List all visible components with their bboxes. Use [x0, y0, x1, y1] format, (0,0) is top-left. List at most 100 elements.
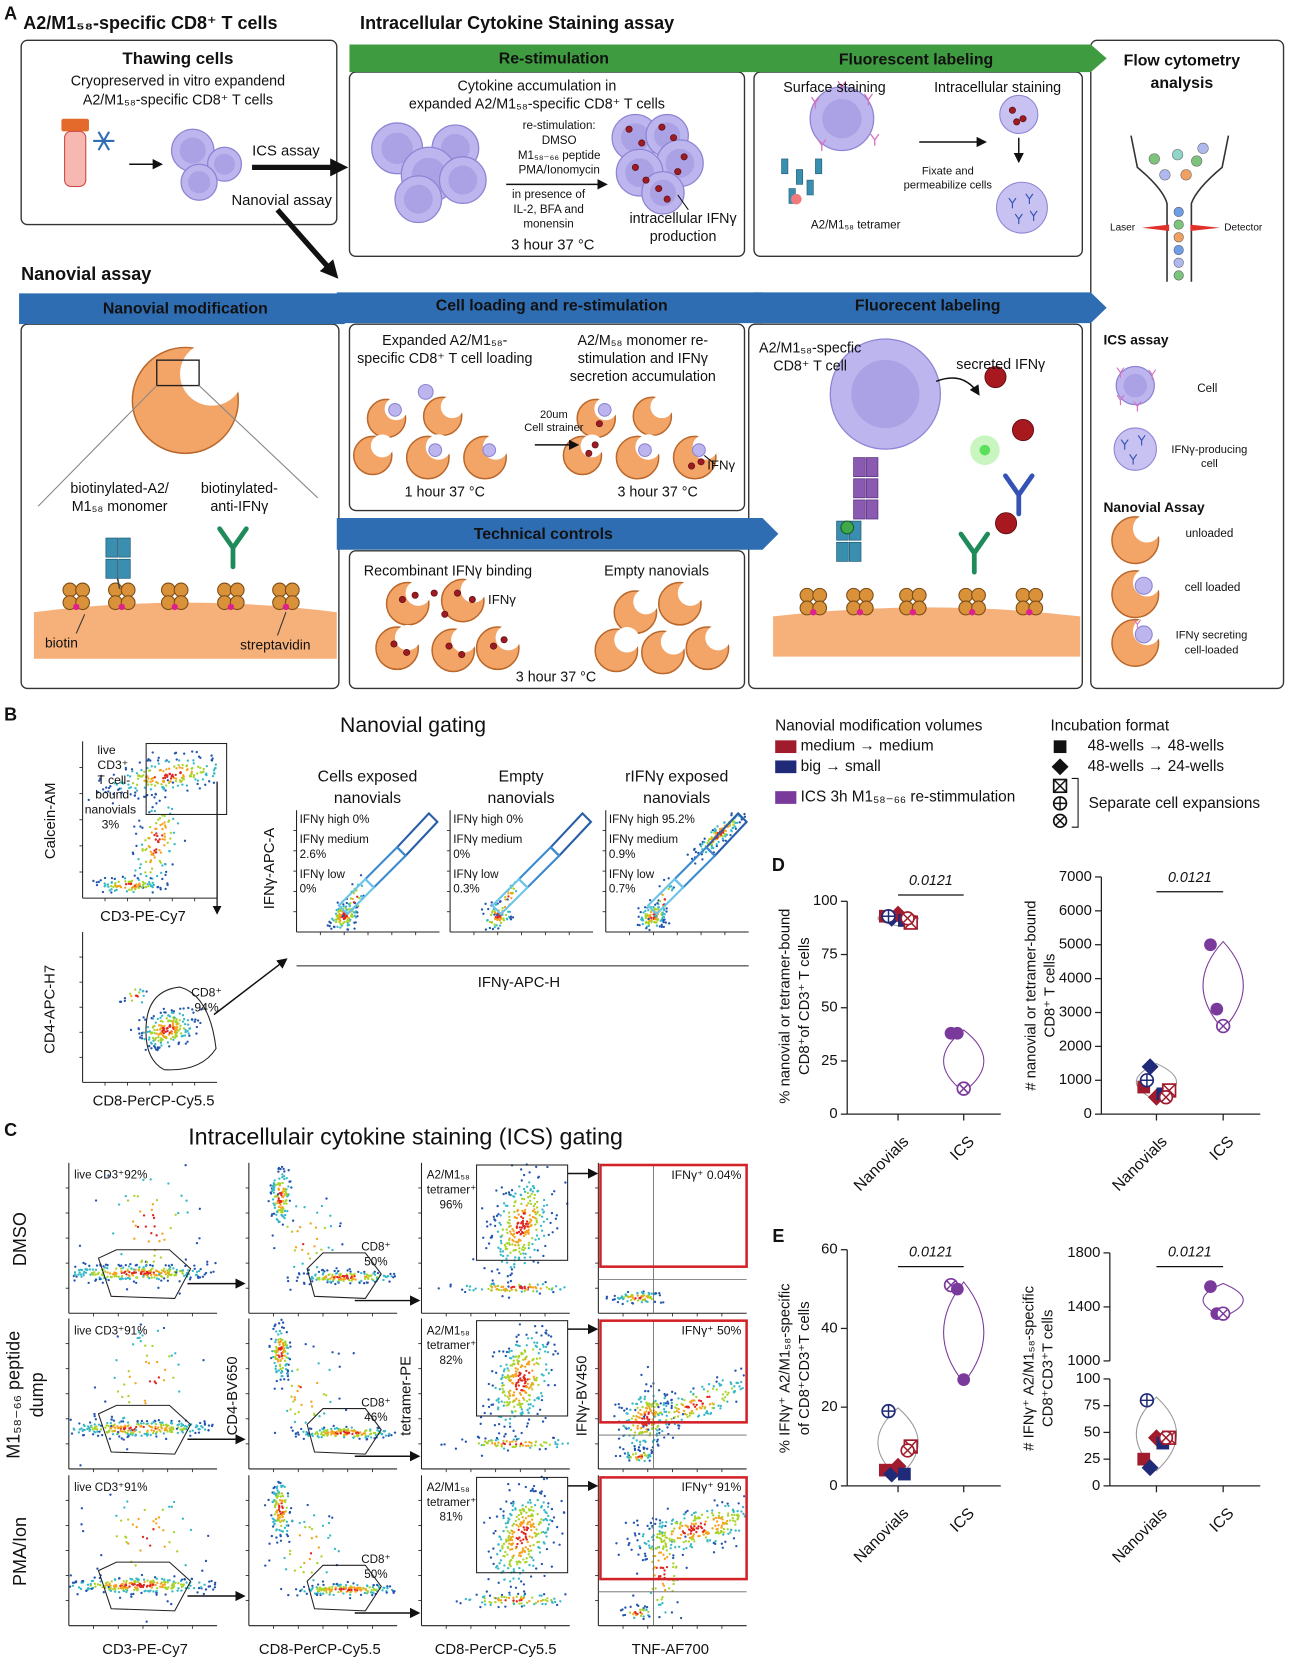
event-dot [196, 1591, 199, 1594]
event-dot [274, 1357, 277, 1361]
event-dot [279, 1371, 283, 1375]
gate [306, 1252, 382, 1299]
event-dot [307, 1432, 310, 1435]
label: 1 hour 37 °C [405, 484, 485, 500]
event-dot [666, 1400, 669, 1403]
event-dot [308, 1257, 312, 1260]
event-dot [328, 1368, 331, 1372]
event-dot [129, 1431, 133, 1435]
event-dot [211, 1423, 214, 1426]
event-dot [288, 1199, 292, 1202]
event-dot [331, 917, 334, 920]
ifng-dot [1019, 115, 1027, 123]
event-dot [166, 779, 170, 782]
event-dot [329, 1214, 332, 1217]
event-dot [506, 1367, 509, 1370]
event-dot [681, 1403, 685, 1407]
event-dot [639, 910, 642, 914]
event-dot [547, 1334, 550, 1337]
gate [97, 1561, 192, 1612]
event-dot [168, 1031, 171, 1035]
event-dot [535, 1331, 538, 1334]
event-dot [302, 1242, 305, 1246]
event-dot [176, 1550, 179, 1553]
event-dot [526, 1288, 529, 1291]
event-dot [354, 1430, 357, 1433]
event-dot [152, 1429, 156, 1433]
event-dot [526, 1422, 529, 1425]
event-dot [185, 765, 188, 768]
event-dot [263, 1504, 267, 1507]
event-dot [270, 1337, 273, 1341]
event-dot [514, 1519, 518, 1523]
event-dot [184, 1564, 187, 1567]
event-dot [492, 1283, 496, 1286]
cell-icon [1173, 232, 1184, 243]
event-dot [693, 847, 696, 851]
event-dot [561, 1442, 564, 1445]
label: Fluorescent labeling [839, 52, 993, 69]
event-dot [128, 1427, 131, 1430]
event-dot [375, 1583, 379, 1587]
event-dot [286, 1409, 289, 1413]
label: 3 hour 37 °C [516, 670, 596, 686]
event-dot [117, 1430, 120, 1434]
event-dot [697, 1399, 701, 1402]
event-dot [540, 1229, 544, 1232]
event-dot [530, 1444, 533, 1447]
event-dot [318, 1278, 321, 1281]
event-dot [552, 1436, 556, 1440]
label: biotinylated- [201, 481, 278, 497]
event-dot [346, 1428, 350, 1431]
event-dot [367, 1276, 370, 1279]
event-dot [115, 888, 118, 892]
event-dot [689, 1390, 693, 1394]
event-dot [188, 1027, 192, 1030]
streptavidin [217, 582, 232, 598]
glow-core [979, 444, 991, 456]
event-dot [317, 1362, 320, 1365]
event-dot [692, 1387, 695, 1390]
event-dot [670, 1390, 674, 1394]
event-dot [136, 774, 140, 777]
event-dot [118, 1435, 121, 1438]
event-dot [520, 1230, 524, 1234]
event-dot [338, 1428, 342, 1431]
event-dot [127, 1370, 130, 1373]
event-dot [197, 1269, 201, 1273]
event-dot [179, 1428, 182, 1431]
event-dot [665, 1414, 668, 1417]
event-dot [297, 1433, 300, 1436]
event-dot [146, 1275, 150, 1278]
event-dot [184, 1264, 187, 1268]
event-dot [654, 1399, 657, 1403]
event-dot [362, 1282, 366, 1285]
event-dot [157, 1035, 160, 1039]
event-dot [522, 1197, 526, 1201]
event-dot [521, 1248, 524, 1251]
label: 3% [102, 817, 120, 831]
event-dot [675, 1409, 679, 1413]
event-dot [279, 1348, 282, 1351]
event-dot [515, 1340, 519, 1343]
event-dot [141, 826, 144, 829]
label: Detector [1224, 222, 1263, 233]
event-dot [517, 1513, 520, 1517]
event-dot [510, 1232, 513, 1236]
event-dot [544, 1447, 547, 1451]
ifng-dot [430, 589, 438, 597]
event-dot [125, 1579, 128, 1583]
event-dot [509, 1279, 513, 1283]
event-dot [135, 783, 139, 786]
event-dot [501, 1250, 505, 1253]
event-dot [524, 1247, 527, 1250]
event-dot [504, 1418, 507, 1421]
event-dot [144, 1344, 147, 1347]
event-dot [130, 879, 134, 883]
label: Empty nanovials [604, 564, 709, 580]
event-dot [517, 1483, 521, 1486]
event-dot [116, 1335, 119, 1338]
event-dot [647, 1412, 650, 1416]
event-dot [505, 917, 509, 920]
event-dot [670, 1404, 673, 1408]
